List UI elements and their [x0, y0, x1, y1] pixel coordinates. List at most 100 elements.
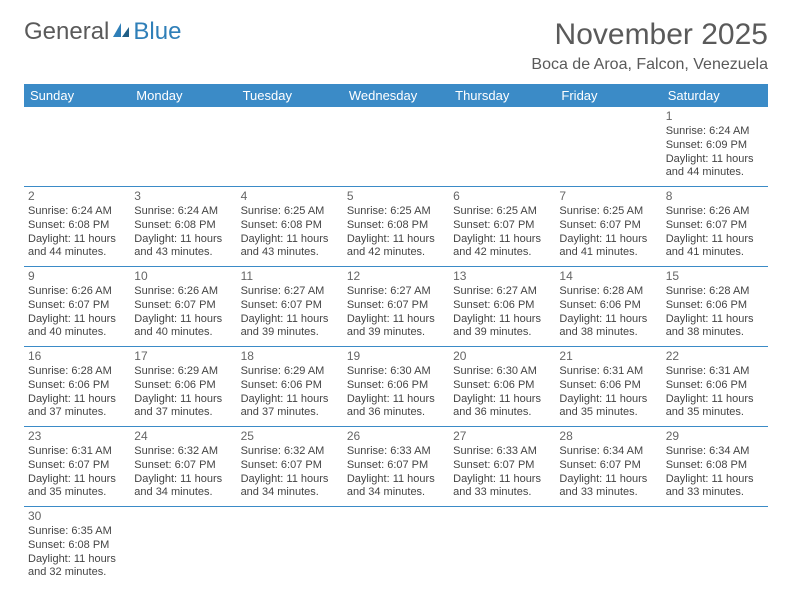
calendar-cell: 29Sunrise: 6:34 AMSunset: 6:08 PMDayligh…: [662, 427, 768, 507]
sunset-text: Sunset: 6:08 PM: [666, 459, 764, 473]
day-number: 2: [28, 189, 126, 204]
daylight-text: Daylight: 11 hours and 39 minutes.: [453, 313, 551, 341]
day-number: 4: [241, 189, 339, 204]
day-number: 19: [347, 349, 445, 364]
daylight-text: Daylight: 11 hours and 43 minutes.: [241, 233, 339, 261]
calendar-cell: [449, 107, 555, 187]
calendar-row: 16Sunrise: 6:28 AMSunset: 6:06 PMDayligh…: [24, 347, 768, 427]
sunrise-text: Sunrise: 6:33 AM: [453, 445, 551, 459]
daylight-text: Daylight: 11 hours and 32 minutes.: [28, 553, 126, 581]
sunrise-text: Sunrise: 6:28 AM: [559, 285, 657, 299]
calendar-cell: 20Sunrise: 6:30 AMSunset: 6:06 PMDayligh…: [449, 347, 555, 427]
sunrise-text: Sunrise: 6:28 AM: [666, 285, 764, 299]
sunrise-text: Sunrise: 6:31 AM: [666, 365, 764, 379]
sunrise-text: Sunrise: 6:28 AM: [28, 365, 126, 379]
daylight-text: Daylight: 11 hours and 38 minutes.: [666, 313, 764, 341]
calendar-cell: [555, 507, 661, 587]
calendar-cell: [449, 507, 555, 587]
calendar-cell: 4Sunrise: 6:25 AMSunset: 6:08 PMDaylight…: [237, 187, 343, 267]
calendar-cell: 23Sunrise: 6:31 AMSunset: 6:07 PMDayligh…: [24, 427, 130, 507]
sunrise-text: Sunrise: 6:29 AM: [134, 365, 232, 379]
sunset-text: Sunset: 6:08 PM: [28, 219, 126, 233]
calendar-cell: 28Sunrise: 6:34 AMSunset: 6:07 PMDayligh…: [555, 427, 661, 507]
day-number: 16: [28, 349, 126, 364]
daylight-text: Daylight: 11 hours and 41 minutes.: [559, 233, 657, 261]
day-number: 13: [453, 269, 551, 284]
sunrise-text: Sunrise: 6:27 AM: [241, 285, 339, 299]
sunrise-text: Sunrise: 6:34 AM: [666, 445, 764, 459]
daylight-text: Daylight: 11 hours and 35 minutes.: [28, 473, 126, 501]
day-number: 6: [453, 189, 551, 204]
calendar-cell: 24Sunrise: 6:32 AMSunset: 6:07 PMDayligh…: [130, 427, 236, 507]
daylight-text: Daylight: 11 hours and 44 minutes.: [28, 233, 126, 261]
logo-text-blue: Blue: [133, 18, 181, 46]
sunset-text: Sunset: 6:07 PM: [559, 219, 657, 233]
sail-icon: [111, 18, 131, 46]
calendar-cell: [343, 507, 449, 587]
daylight-text: Daylight: 11 hours and 41 minutes.: [666, 233, 764, 261]
calendar-cell: 30Sunrise: 6:35 AMSunset: 6:08 PMDayligh…: [24, 507, 130, 587]
sunset-text: Sunset: 6:06 PM: [666, 379, 764, 393]
sunset-text: Sunset: 6:07 PM: [347, 299, 445, 313]
day-number: 26: [347, 429, 445, 444]
daylight-text: Daylight: 11 hours and 33 minutes.: [453, 473, 551, 501]
daylight-text: Daylight: 11 hours and 39 minutes.: [347, 313, 445, 341]
calendar-cell: 2Sunrise: 6:24 AMSunset: 6:08 PMDaylight…: [24, 187, 130, 267]
sunrise-text: Sunrise: 6:35 AM: [28, 525, 126, 539]
calendar-cell: 10Sunrise: 6:26 AMSunset: 6:07 PMDayligh…: [130, 267, 236, 347]
daylight-text: Daylight: 11 hours and 44 minutes.: [666, 153, 764, 181]
daylight-text: Daylight: 11 hours and 36 minutes.: [347, 393, 445, 421]
calendar-body: 1Sunrise: 6:24 AMSunset: 6:09 PMDaylight…: [24, 107, 768, 586]
weekday-header: Tuesday: [237, 84, 343, 107]
daylight-text: Daylight: 11 hours and 33 minutes.: [559, 473, 657, 501]
sunset-text: Sunset: 6:06 PM: [453, 379, 551, 393]
sunrise-text: Sunrise: 6:24 AM: [134, 205, 232, 219]
calendar-cell: 27Sunrise: 6:33 AMSunset: 6:07 PMDayligh…: [449, 427, 555, 507]
sunrise-text: Sunrise: 6:32 AM: [134, 445, 232, 459]
day-number: 22: [666, 349, 764, 364]
sunset-text: Sunset: 6:06 PM: [559, 379, 657, 393]
sunrise-text: Sunrise: 6:30 AM: [453, 365, 551, 379]
sunset-text: Sunset: 6:08 PM: [241, 219, 339, 233]
sunrise-text: Sunrise: 6:32 AM: [241, 445, 339, 459]
day-number: 5: [347, 189, 445, 204]
calendar-cell: [237, 107, 343, 187]
weekday-header-row: SundayMondayTuesdayWednesdayThursdayFrid…: [24, 84, 768, 107]
sunset-text: Sunset: 6:06 PM: [666, 299, 764, 313]
calendar-cell: [24, 107, 130, 187]
calendar-cell: 6Sunrise: 6:25 AMSunset: 6:07 PMDaylight…: [449, 187, 555, 267]
sunrise-text: Sunrise: 6:30 AM: [347, 365, 445, 379]
calendar-cell: 22Sunrise: 6:31 AMSunset: 6:06 PMDayligh…: [662, 347, 768, 427]
daylight-text: Daylight: 11 hours and 37 minutes.: [134, 393, 232, 421]
daylight-text: Daylight: 11 hours and 38 minutes.: [559, 313, 657, 341]
day-number: 24: [134, 429, 232, 444]
calendar-cell: 8Sunrise: 6:26 AMSunset: 6:07 PMDaylight…: [662, 187, 768, 267]
sunset-text: Sunset: 6:07 PM: [453, 459, 551, 473]
sunset-text: Sunset: 6:07 PM: [453, 219, 551, 233]
sunrise-text: Sunrise: 6:26 AM: [134, 285, 232, 299]
daylight-text: Daylight: 11 hours and 40 minutes.: [134, 313, 232, 341]
calendar-cell: 11Sunrise: 6:27 AMSunset: 6:07 PMDayligh…: [237, 267, 343, 347]
sunset-text: Sunset: 6:06 PM: [28, 379, 126, 393]
header: GeneralBlue November 2025 Boca de Aroa, …: [24, 18, 768, 74]
sunset-text: Sunset: 6:07 PM: [559, 459, 657, 473]
sunrise-text: Sunrise: 6:33 AM: [347, 445, 445, 459]
day-number: 1: [666, 109, 764, 124]
sunset-text: Sunset: 6:08 PM: [347, 219, 445, 233]
weekday-header: Saturday: [662, 84, 768, 107]
calendar-row: 30Sunrise: 6:35 AMSunset: 6:08 PMDayligh…: [24, 507, 768, 587]
day-number: 18: [241, 349, 339, 364]
calendar-row: 2Sunrise: 6:24 AMSunset: 6:08 PMDaylight…: [24, 187, 768, 267]
day-number: 20: [453, 349, 551, 364]
calendar-cell: 25Sunrise: 6:32 AMSunset: 6:07 PMDayligh…: [237, 427, 343, 507]
sunset-text: Sunset: 6:06 PM: [134, 379, 232, 393]
daylight-text: Daylight: 11 hours and 39 minutes.: [241, 313, 339, 341]
calendar-cell: [343, 107, 449, 187]
daylight-text: Daylight: 11 hours and 34 minutes.: [134, 473, 232, 501]
day-number: 12: [347, 269, 445, 284]
day-number: 11: [241, 269, 339, 284]
calendar-cell: [130, 507, 236, 587]
daylight-text: Daylight: 11 hours and 37 minutes.: [28, 393, 126, 421]
sunrise-text: Sunrise: 6:25 AM: [347, 205, 445, 219]
sunset-text: Sunset: 6:08 PM: [134, 219, 232, 233]
